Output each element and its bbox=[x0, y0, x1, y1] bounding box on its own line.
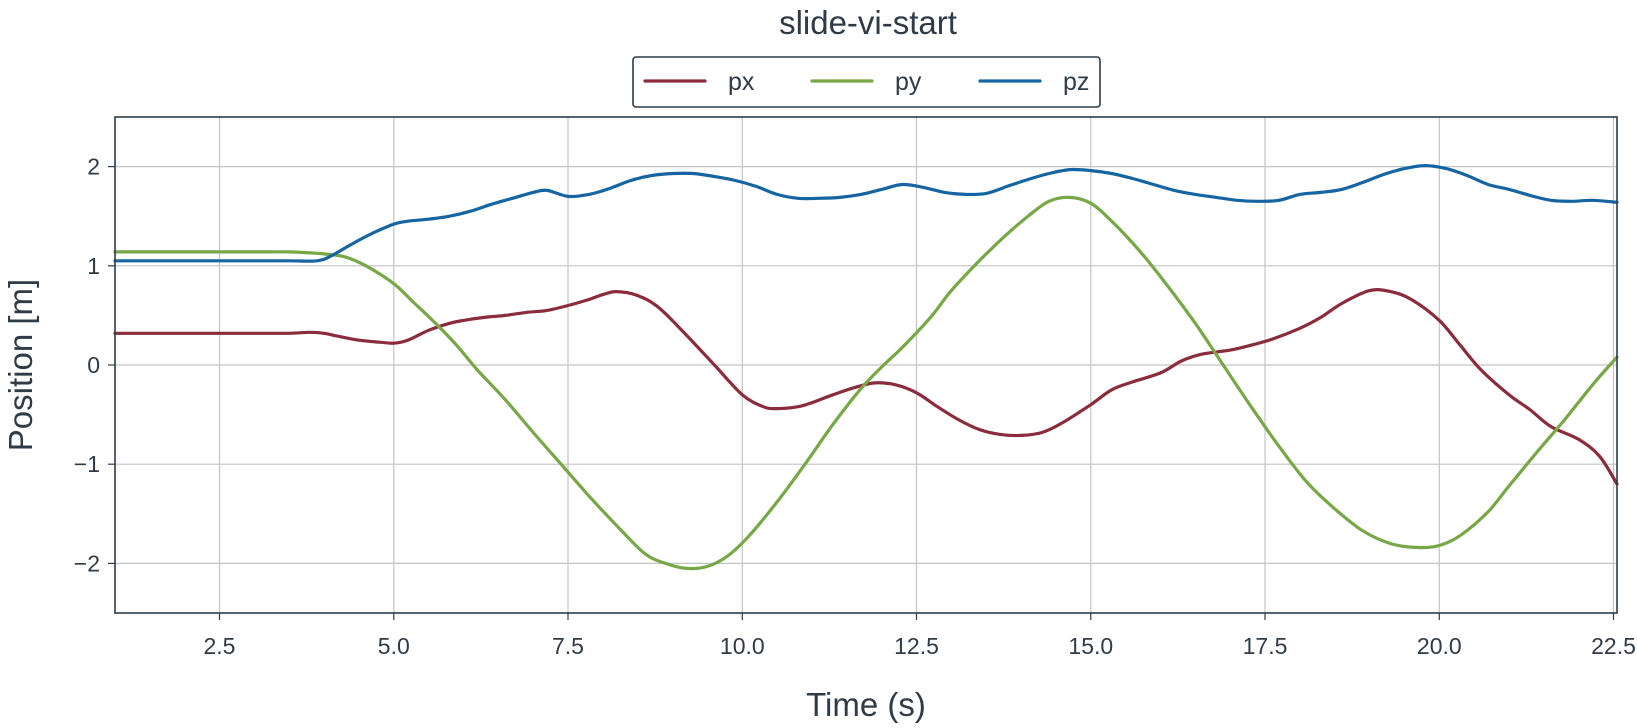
x-tick-label: 22.5 bbox=[1591, 633, 1636, 659]
legend-label-py: py bbox=[895, 68, 922, 96]
y-tick-label: 2 bbox=[87, 154, 100, 180]
x-axis-label: Time (s) bbox=[806, 686, 926, 723]
y-tick-label: −1 bbox=[74, 451, 100, 477]
chart-title: slide-vi-start bbox=[779, 4, 957, 41]
y-tick-label: 1 bbox=[87, 253, 100, 279]
x-tick-label: 17.5 bbox=[1243, 633, 1288, 659]
series-line-py bbox=[113, 195, 1619, 571]
x-tick-label: 20.0 bbox=[1417, 633, 1462, 659]
axis-ticks: 2.5 5.0 7.5 10.0 12.5 15.0 17.5 20.0 22.5 2 1 0 −1 −2 bbox=[74, 154, 1636, 659]
legend-label-pz: pz bbox=[1063, 68, 1089, 96]
y-tick-label: −2 bbox=[74, 550, 100, 576]
x-tick-label: 2.5 bbox=[204, 633, 236, 659]
series-line-px bbox=[113, 288, 1619, 486]
grid bbox=[115, 117, 1617, 613]
x-tick-label: 5.0 bbox=[378, 633, 410, 659]
series-group bbox=[113, 164, 1619, 571]
x-tick-label: 15.0 bbox=[1068, 633, 1113, 659]
x-tick-label: 7.5 bbox=[552, 633, 584, 659]
y-axis-label: Position [m] bbox=[2, 279, 39, 451]
legend-label-px: px bbox=[728, 68, 755, 96]
y-tick-label: 0 bbox=[87, 352, 100, 378]
x-tick-label: 12.5 bbox=[894, 633, 939, 659]
series-line-pz bbox=[113, 164, 1619, 263]
x-tick-label: 10.0 bbox=[720, 633, 765, 659]
legend: px py pz bbox=[632, 56, 1101, 108]
